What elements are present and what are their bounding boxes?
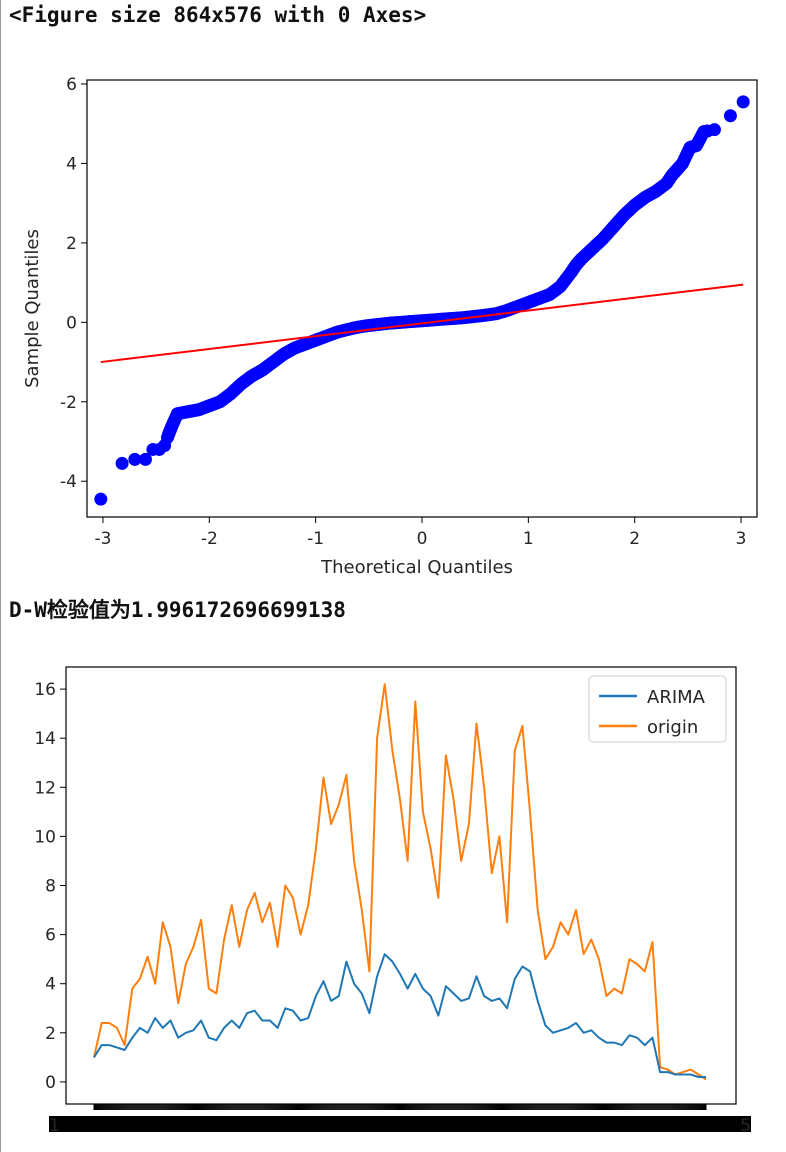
ts-y-tick-label: 2 (45, 1024, 56, 1044)
qq-point (736, 95, 750, 109)
qq-x-tick-label: 1 (523, 529, 534, 549)
ts-y-tick-label: 8 (45, 877, 56, 897)
qq-y-tick-label: -2 (60, 393, 77, 413)
qq-x-tick-label: 2 (629, 529, 640, 549)
qq-point (138, 452, 152, 466)
arima-forecast-chart: 0 2 4 6 8 10 12 14 16 1 5 ARIMA origin (34, 666, 751, 1136)
qq-point (128, 452, 142, 466)
qq-x-tick-label: -2 (201, 529, 218, 549)
qq-y-tick-label: -4 (60, 472, 77, 492)
qq-x-tick-label: 3 (736, 529, 747, 549)
ts-y-tick-label: 12 (34, 778, 56, 798)
series-line-arima (93, 953, 706, 1078)
qq-y-tick-label: 2 (66, 234, 77, 254)
ts-x-tick-label-first: 1 (49, 1116, 60, 1136)
figure-size-output: <Figure size 864x576 with 0 Axes> (9, 3, 427, 27)
dw-statistic-output: D-W检验值为1.996172696699138 (9, 598, 346, 622)
ts-y-tick-label: 4 (45, 975, 56, 995)
qq-y-tick-label: 6 (66, 75, 77, 95)
qq-y-tick-label: 4 (66, 154, 77, 174)
qq-x-tick-label: -1 (307, 529, 324, 549)
ts-y-tick-label: 6 (45, 926, 56, 946)
qq-x-tick-label: -3 (94, 529, 111, 549)
qq-point (94, 492, 108, 506)
qq-point (723, 109, 737, 123)
qq-axes-frame (86, 79, 758, 518)
arima-plot-area: 0 2 4 6 8 10 12 14 16 1 5 ARIMA origin (34, 666, 751, 1136)
qq-x-axis-label: Theoretical Quantiles (320, 557, 513, 578)
ts-y-tick-label: 14 (34, 729, 56, 749)
qq-point (115, 456, 129, 470)
series-line-origin (93, 683, 707, 1081)
notebook-left-border (0, 0, 1, 1152)
ts-y-tick-label: 0 (45, 1073, 56, 1093)
qq-reference-line (100, 283, 744, 364)
ts-legend: ARIMA origin (588, 675, 727, 743)
qq-x-tick-label: 0 (417, 529, 428, 549)
ts-y-tick-label: 16 (34, 680, 56, 700)
ts-x-tick-label-last: 5 (740, 1116, 751, 1136)
ts-x-tick-label-band (49, 1116, 751, 1132)
qq-plot: -3 -2 -1 0 1 2 3 -4 -2 0 2 4 6 Theoretical Quantiles S… (22, 75, 758, 578)
qq-y-tick-label: 0 (66, 313, 77, 333)
qq-plot-area: -3 -2 -1 0 1 2 3 -4 -2 0 2 4 6 Theoretical Quantiles S… (22, 75, 758, 578)
qq-y-axis-label: Sample Quantiles (22, 229, 43, 388)
ts-legend-label-origin: origin (647, 717, 698, 738)
ts-y-tick-label: 10 (34, 827, 56, 847)
qq-point (700, 124, 714, 138)
ts-legend-label-arima: ARIMA (647, 687, 706, 708)
ts-x-ticks (93, 1104, 707, 1110)
